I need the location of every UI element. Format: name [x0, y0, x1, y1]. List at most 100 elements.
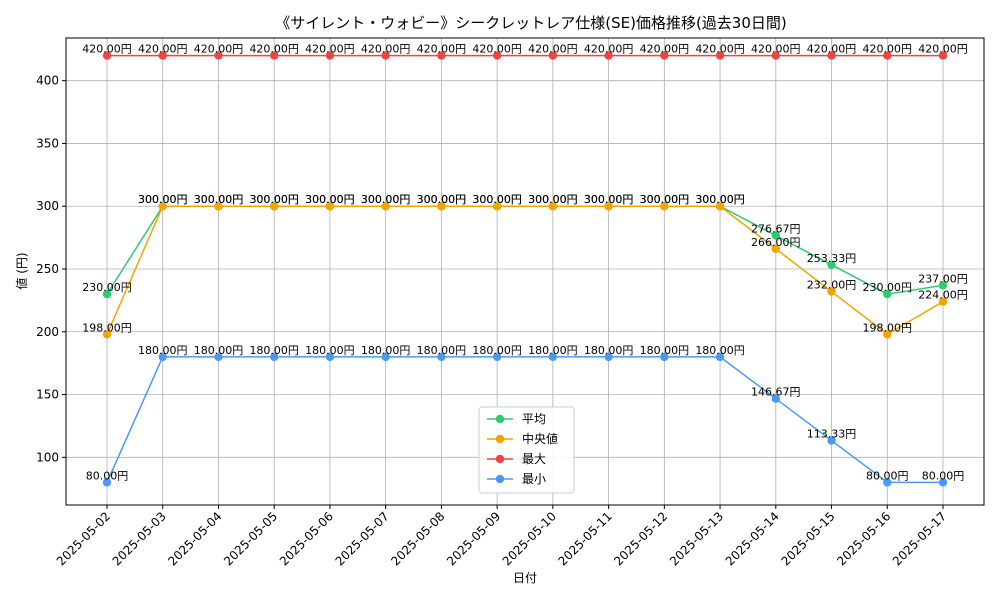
y-tick-label: 150 — [36, 388, 59, 402]
data-point — [715, 352, 725, 362]
data-point — [158, 352, 167, 362]
data-label: 180.00円 — [305, 344, 355, 357]
series-line-3 — [106, 356, 943, 484]
data-label: 180.00円 — [472, 344, 522, 357]
data-point — [660, 51, 669, 60]
data-point — [270, 352, 279, 362]
data-point — [771, 394, 780, 403]
data-point — [715, 202, 725, 211]
label-layer: 230.00円 300.00円 300.00円 300.00円 300.00円 300.0… — [82, 43, 968, 483]
data-point — [102, 51, 112, 60]
data-label: 300.00円 — [361, 193, 411, 206]
data-label: 300.00円 — [528, 193, 578, 206]
data-point — [827, 51, 836, 60]
data-point — [325, 352, 335, 362]
data-label: 420.00円 — [194, 43, 244, 56]
data-point — [492, 202, 502, 211]
data-point — [883, 289, 892, 299]
legend-box — [478, 406, 575, 494]
legend-entry: 最大 — [522, 452, 546, 466]
data-point — [883, 330, 892, 339]
data-point — [102, 289, 112, 299]
data-label: 180.00円 — [584, 344, 634, 357]
data-label: 180.00円 — [640, 344, 690, 357]
data-label: 300.00円 — [472, 193, 522, 206]
data-label: 300.00円 — [640, 193, 690, 206]
data-point — [270, 51, 279, 60]
x-tick-label: 2025-05-02 — [54, 509, 113, 568]
data-point — [883, 478, 892, 487]
legend-swatch-marker — [495, 434, 505, 444]
data-label: 300.00円 — [528, 193, 578, 206]
data-label: 180.00円 — [138, 344, 188, 357]
data-label: 300.00円 — [695, 193, 745, 206]
y-tick-label: 350 — [36, 136, 59, 150]
data-label: 180.00円 — [249, 344, 299, 357]
data-label: 300.00円 — [472, 193, 522, 206]
data-point — [437, 51, 446, 60]
data-label: 300.00円 — [417, 193, 467, 206]
data-label: 420.00円 — [918, 43, 968, 56]
y-tick-label: 300 — [36, 199, 59, 213]
x-axis-label: 日付 — [513, 571, 537, 585]
x-tick-label: 2025-05-05 — [221, 509, 280, 568]
data-label: 180.00円 — [528, 344, 578, 357]
x-tick-label: 2025-05-16 — [834, 509, 893, 568]
data-label: 300.00円 — [584, 193, 634, 206]
data-label: 300.00円 — [584, 193, 634, 206]
data-label: 300.00円 — [305, 193, 355, 206]
data-point — [771, 231, 780, 240]
data-point — [270, 202, 279, 211]
plot-frame — [65, 37, 985, 506]
data-label: 232.00円 — [807, 279, 857, 292]
data-label: 253.33円 — [807, 252, 857, 265]
data-point — [158, 202, 167, 211]
x-tick-label: 2025-05-11 — [556, 509, 615, 568]
data-label: 420.00円 — [249, 43, 299, 56]
x-tick-label: 2025-05-12 — [611, 509, 670, 568]
data-label: 198.00円 — [863, 321, 913, 334]
data-point — [938, 51, 948, 60]
data-point — [604, 352, 613, 362]
chart-title: 《サイレント・ウォビー》シークレットレア仕様(SE)価格推移(過去30日間) — [275, 14, 787, 32]
x-tick-label: 2025-05-13 — [667, 509, 726, 568]
data-point — [214, 51, 223, 60]
data-label: 420.00円 — [863, 43, 913, 56]
data-point — [381, 202, 390, 211]
data-label: 420.00円 — [305, 43, 355, 56]
data-label: 80.00円 — [86, 469, 129, 482]
y-tick-label: 200 — [36, 325, 59, 339]
data-label: 300.00円 — [249, 193, 299, 206]
data-label: 420.00円 — [695, 43, 745, 56]
x-tick-label: 2025-05-07 — [333, 509, 392, 568]
data-label: 180.00円 — [194, 344, 244, 357]
data-point — [660, 202, 669, 211]
data-point — [938, 478, 948, 487]
data-label: 180.00円 — [695, 344, 745, 357]
legend-swatch-marker — [495, 474, 505, 484]
legend-swatch-marker — [495, 414, 505, 424]
y-axis-label: 値 (円) — [14, 252, 29, 289]
data-point — [604, 202, 613, 211]
data-label: 300.00円 — [194, 193, 244, 206]
data-label: 420.00円 — [417, 43, 467, 56]
legend-entry: 中央値 — [522, 431, 558, 446]
data-label: 420.00円 — [584, 43, 634, 56]
data-point — [437, 352, 446, 362]
x-tick-label: 2025-05-14 — [723, 509, 782, 568]
data-label: 300.00円 — [138, 193, 188, 206]
data-point — [437, 202, 446, 211]
data-point — [102, 478, 112, 487]
x-tick-label: 2025-05-03 — [110, 509, 169, 568]
data-point — [827, 436, 836, 445]
x-tick-label: 2025-05-09 — [444, 509, 503, 568]
data-label: 300.00円 — [138, 193, 188, 206]
data-point — [883, 51, 892, 60]
data-label: 300.00円 — [640, 193, 690, 206]
data-label: 230.00円 — [863, 281, 913, 294]
data-label: 113.33円 — [807, 428, 857, 441]
data-label: 266.00円 — [751, 236, 801, 249]
data-label: 300.00円 — [305, 193, 355, 206]
data-point — [548, 51, 558, 60]
